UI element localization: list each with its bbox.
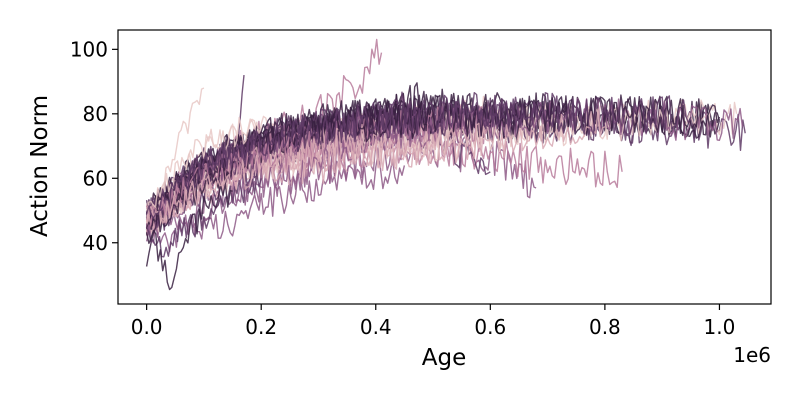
x-axis: 0.0 0.2 0.4 0.6 0.8 1.0: [131, 304, 736, 339]
x-axis-offset-label: 1e6: [733, 343, 771, 367]
x-tick-label-3: 0.6: [474, 315, 506, 339]
x-tick-label-2: 0.4: [360, 315, 392, 339]
y-tick-label-0: 40: [83, 231, 108, 255]
x-tick-label-5: 1.0: [704, 315, 736, 339]
x-tick-label-1: 0.2: [245, 315, 277, 339]
y-tick-label-1: 60: [83, 166, 108, 190]
series-line-42: [145, 116, 262, 224]
y-axis-label: Action Norm: [27, 95, 53, 237]
series-line-46: [145, 183, 233, 291]
series-line-39: [145, 92, 560, 220]
y-tick-label-2: 80: [83, 102, 108, 126]
x-axis-label: Age: [422, 345, 466, 371]
x-tick-label-4: 0.8: [589, 315, 621, 339]
y-tick-label-3: 100: [70, 37, 108, 61]
series-line-45: [145, 172, 262, 258]
series-layer: [145, 38, 746, 291]
series-line-48: [145, 92, 692, 219]
series-line-47: [145, 108, 606, 224]
plot-frame: [117, 29, 772, 305]
y-axis: 40 60 80 100: [70, 37, 118, 255]
x-tick-label-0: 0.0: [131, 315, 163, 339]
